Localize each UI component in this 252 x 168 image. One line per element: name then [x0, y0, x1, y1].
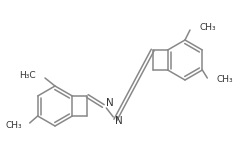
- Text: CH₃: CH₃: [5, 121, 22, 131]
- Text: CH₃: CH₃: [199, 24, 216, 32]
- Text: CH₃: CH₃: [216, 75, 233, 85]
- Text: N: N: [115, 116, 123, 126]
- Text: N: N: [106, 98, 114, 108]
- Text: H₃C: H₃C: [19, 72, 36, 80]
